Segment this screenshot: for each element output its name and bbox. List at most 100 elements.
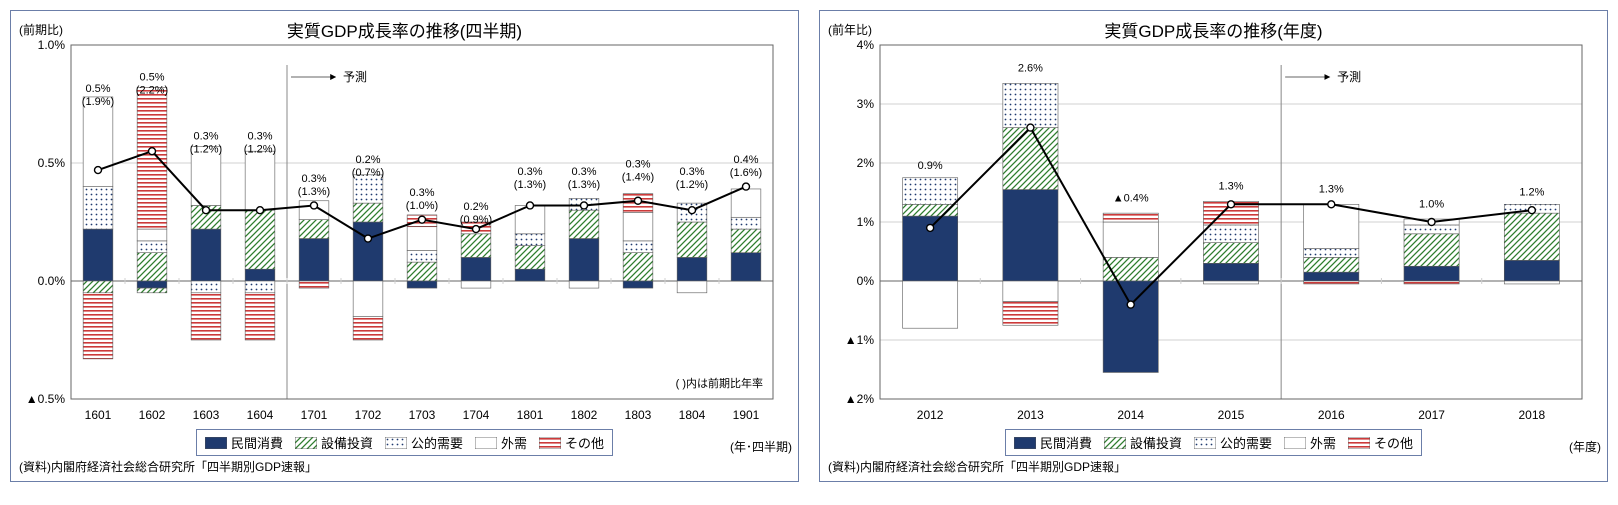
svg-text:(1.2%): (1.2%) xyxy=(244,143,276,155)
legend-label: 設備投資 xyxy=(321,433,373,452)
svg-text:(1.4%): (1.4%) xyxy=(622,172,654,184)
svg-text:2012: 2012 xyxy=(917,408,944,422)
svg-text:1602: 1602 xyxy=(139,408,166,422)
svg-text:予測: 予測 xyxy=(1337,70,1361,84)
svg-text:1701: 1701 xyxy=(301,408,328,422)
legend-label: その他 xyxy=(1374,433,1413,452)
svg-text:(1.2%): (1.2%) xyxy=(190,143,222,155)
y-axis-unit: (前年比) xyxy=(828,21,872,38)
svg-text:予測: 予測 xyxy=(343,70,367,84)
y-axis-unit: (前期比) xyxy=(19,21,63,38)
svg-text:1.0%: 1.0% xyxy=(1419,198,1444,210)
legend-item-capex: 設備投資 xyxy=(1104,433,1182,452)
svg-text:1704: 1704 xyxy=(463,408,490,422)
legend-swatch xyxy=(475,437,497,449)
annual-chart: ▲2% ▲1% 0% 1% 2% 3% 4% 予測 0.9% 2.6% ▲0.4% 1.3% 1.3% 1… xyxy=(828,37,1592,427)
legend-item-consumption: 民間消費 xyxy=(1014,433,1092,452)
legend-swatch xyxy=(205,437,227,449)
svg-text:2018: 2018 xyxy=(1519,408,1546,422)
svg-text:2014: 2014 xyxy=(1117,408,1144,422)
svg-text:(0.7%): (0.7%) xyxy=(352,167,384,179)
x-axis-unit: (年･四半期) xyxy=(730,438,792,455)
svg-text:1.0%: 1.0% xyxy=(38,38,66,52)
svg-text:2015: 2015 xyxy=(1218,408,1245,422)
svg-text:▲2%: ▲2% xyxy=(845,392,875,406)
svg-text:2%: 2% xyxy=(857,156,875,170)
legend-swatch xyxy=(1284,437,1306,449)
legend-swatch xyxy=(1014,437,1036,449)
charts-container: (前期比) 実質GDP成長率の推移(四半期) ▲0.5%0.0%0.5%1.0%… xyxy=(10,10,1608,482)
legend-label: 設備投資 xyxy=(1130,433,1182,452)
svg-text:0%: 0% xyxy=(857,274,875,288)
svg-text:1802: 1802 xyxy=(571,408,598,422)
svg-text:(1.2%): (1.2%) xyxy=(676,179,708,191)
quarterly-chart: ▲0.5%0.0%0.5%1.0%予測0.5%(1.9%)0.5%(2.2%)0… xyxy=(19,37,783,427)
svg-text:2.6%: 2.6% xyxy=(1018,63,1043,75)
svg-text:(1.3%): (1.3%) xyxy=(568,179,600,191)
legend-label: 民間消費 xyxy=(1040,433,1092,452)
svg-text:0.0%: 0.0% xyxy=(38,274,66,288)
legend-item-consumption: 民間消費 xyxy=(205,433,283,452)
svg-text:(1.9%): (1.9%) xyxy=(82,96,114,108)
source-note: (資料)内閣府経済社会総合研究所「四半期別GDP速報」 xyxy=(19,458,790,475)
svg-text:0.3%: 0.3% xyxy=(625,159,650,171)
legend-swatch xyxy=(295,437,317,449)
legend-item-foreign: 外需 xyxy=(475,433,527,452)
svg-text:0.3%: 0.3% xyxy=(247,130,272,142)
legend-item-capex: 設備投資 xyxy=(295,433,373,452)
svg-text:2017: 2017 xyxy=(1418,408,1445,422)
svg-text:1.2%: 1.2% xyxy=(1519,186,1544,198)
legend-label: その他 xyxy=(565,433,604,452)
svg-text:0.5%: 0.5% xyxy=(139,71,164,83)
svg-text:0.5%: 0.5% xyxy=(85,83,110,95)
legend-item-other: その他 xyxy=(539,433,604,452)
annual-panel: (前年比) 実質GDP成長率の推移(年度) ▲2%▲1%0%1%2%3%4%予測… xyxy=(819,10,1608,482)
svg-text:(1.3%): (1.3%) xyxy=(514,179,546,191)
svg-text:0.3%: 0.3% xyxy=(409,187,434,199)
svg-text:▲1%: ▲1% xyxy=(845,333,875,347)
svg-text:0.2%: 0.2% xyxy=(355,154,380,166)
legend-label: 公的需要 xyxy=(1220,433,1272,452)
legend-label: 外需 xyxy=(501,433,527,452)
svg-text:0.3%: 0.3% xyxy=(517,166,542,178)
legend-item-foreign: 外需 xyxy=(1284,433,1336,452)
svg-text:2016: 2016 xyxy=(1318,408,1345,422)
legend-item-public: 公的需要 xyxy=(1194,433,1272,452)
svg-text:1702: 1702 xyxy=(355,408,382,422)
svg-text:1603: 1603 xyxy=(193,408,220,422)
legend-swatch xyxy=(1194,437,1216,449)
svg-text:1901: 1901 xyxy=(733,408,760,422)
legend-swatch xyxy=(539,437,561,449)
legend-swatch xyxy=(1348,437,1370,449)
legend-swatch xyxy=(1104,437,1126,449)
legend: 民間消費 設備投資 公的需要 外需 xyxy=(196,429,613,456)
svg-text:( )内は前期比年率: ( )内は前期比年率 xyxy=(676,376,763,390)
svg-text:4%: 4% xyxy=(857,38,875,52)
legend-label: 民間消費 xyxy=(231,433,283,452)
svg-text:0.4%: 0.4% xyxy=(733,154,758,166)
legend-swatch xyxy=(385,437,407,449)
svg-text:1.3%: 1.3% xyxy=(1218,181,1243,193)
legend-item-public: 公的需要 xyxy=(385,433,463,452)
svg-text:▲0.4%: ▲0.4% xyxy=(1113,192,1149,204)
svg-text:0.3%: 0.3% xyxy=(301,173,326,185)
legend: 民間消費 設備投資 公的需要 外需 xyxy=(1005,429,1422,456)
svg-text:▲0.5%: ▲0.5% xyxy=(26,392,66,406)
svg-text:3%: 3% xyxy=(857,97,875,111)
svg-text:1803: 1803 xyxy=(625,408,652,422)
legend-label: 外需 xyxy=(1310,433,1336,452)
source-note: (資料)内閣府経済社会総合研究所「四半期別GDP速報」 xyxy=(828,458,1599,475)
svg-text:0.2%: 0.2% xyxy=(463,201,488,213)
svg-text:1703: 1703 xyxy=(409,408,436,422)
svg-text:0.9%: 0.9% xyxy=(918,160,943,172)
svg-text:1.3%: 1.3% xyxy=(1319,184,1344,196)
svg-text:1604: 1604 xyxy=(247,408,274,422)
svg-text:0.5%: 0.5% xyxy=(38,156,66,170)
svg-text:(1.6%): (1.6%) xyxy=(730,167,762,179)
svg-text:1801: 1801 xyxy=(517,408,544,422)
svg-text:(0.9%): (0.9%) xyxy=(460,214,492,226)
svg-text:1804: 1804 xyxy=(679,408,706,422)
svg-text:1%: 1% xyxy=(857,215,875,229)
x-axis-unit: (年度) xyxy=(1569,438,1601,455)
svg-text:0.3%: 0.3% xyxy=(679,166,704,178)
